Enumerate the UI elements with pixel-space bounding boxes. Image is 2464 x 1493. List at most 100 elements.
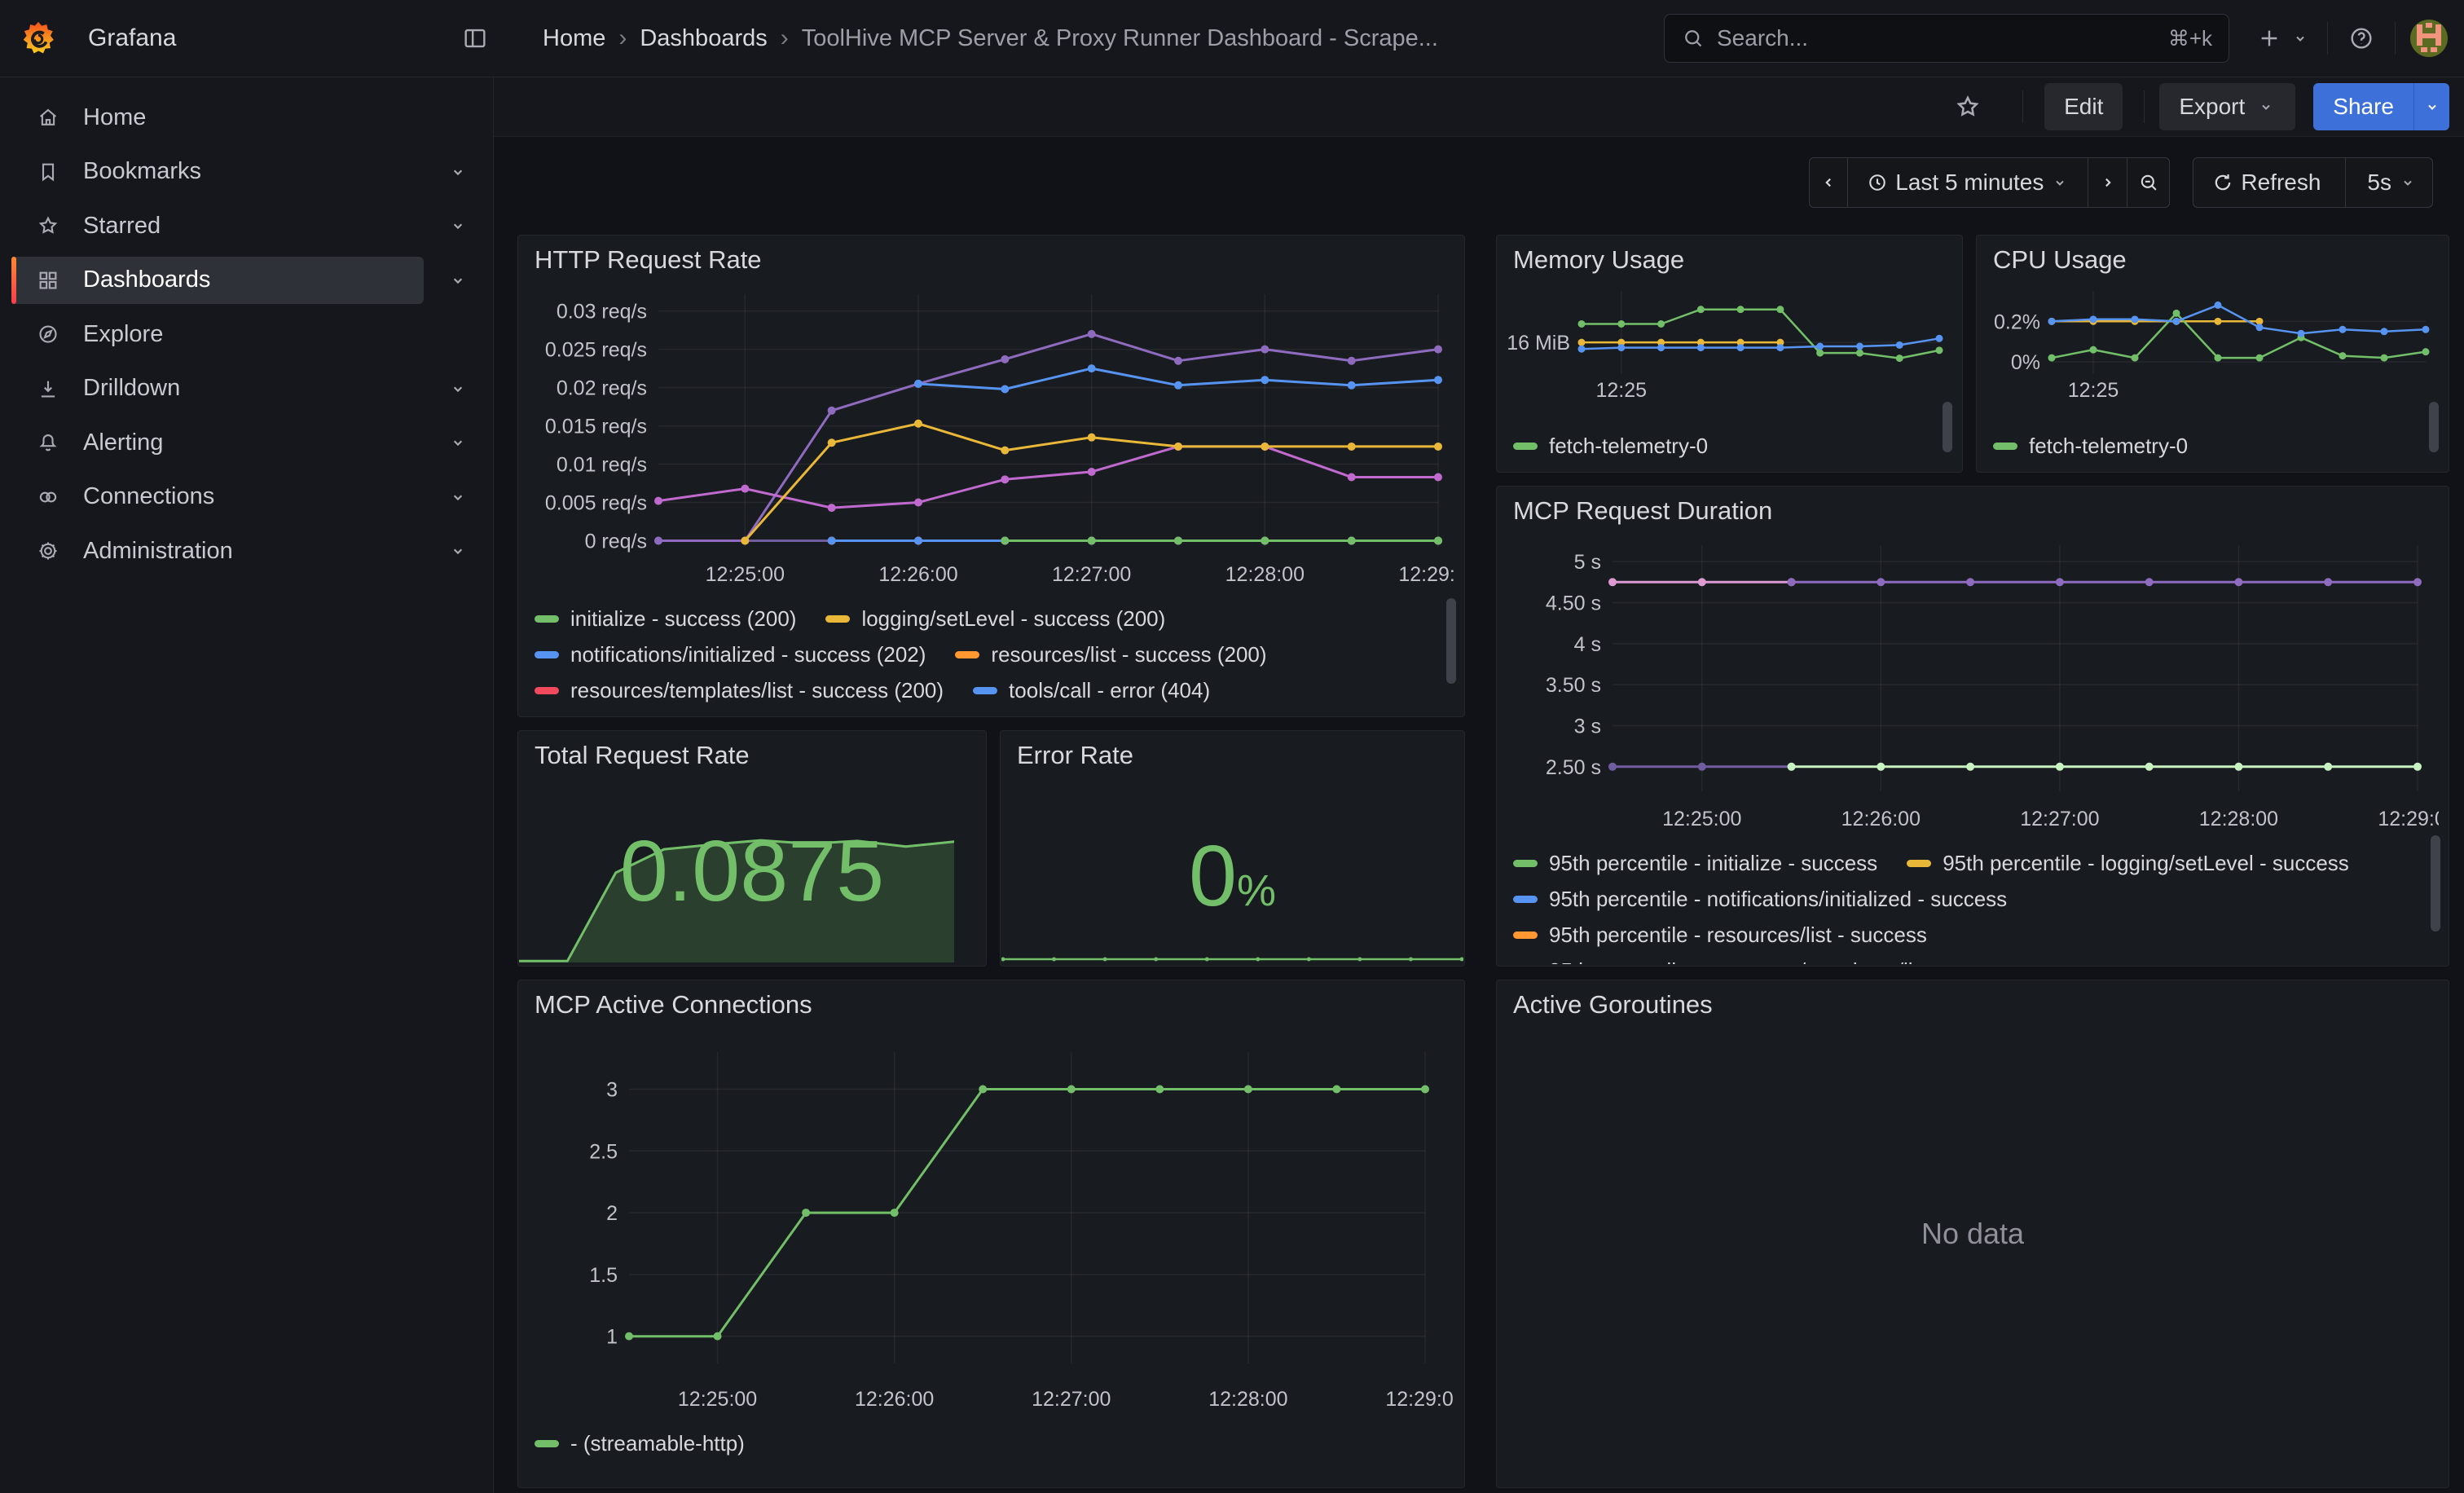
panel-title[interactable]: CPU Usage	[1993, 245, 2127, 275]
legend-item[interactable]: logging/setLevel - success (200)	[825, 606, 1165, 632]
panel-error-rate: Error Rate 0%	[1000, 730, 1465, 967]
user-avatar[interactable]	[2410, 20, 2448, 57]
legend-item[interactable]: resources/list - success (200)	[955, 642, 1266, 667]
sidebar-item-dashboards[interactable]: Dashboards	[11, 257, 424, 304]
question-circle-icon	[2347, 24, 2375, 52]
sidebar-item-alerting[interactable]: Alerting	[11, 419, 424, 466]
panel-title[interactable]: HTTP Request Rate	[535, 245, 762, 275]
chevron-down-icon	[447, 432, 469, 453]
panel-title[interactable]: Error Rate	[1017, 741, 1133, 770]
legend-item[interactable]: resources/templates/list - success (200)	[535, 678, 944, 703]
error-rate-value: 0%	[1001, 827, 1464, 926]
panel-http-request-rate: HTTP Request Rate 0 req/s0.005 req/s0.01…	[517, 235, 1465, 717]
legend-item[interactable]: - (streamable-http)	[535, 1431, 745, 1456]
sidebar-expand-chevron[interactable]	[443, 428, 473, 457]
svg-text:2: 2	[606, 1202, 618, 1225]
sidebar-expand-chevron[interactable]	[443, 536, 473, 566]
dock-menu-icon[interactable]	[456, 20, 494, 57]
sidebar-item-explore[interactable]: Explore	[11, 310, 424, 358]
legend-item[interactable]: 95th percentile - notifications/initiali…	[1513, 887, 2007, 912]
cpu-usage-chart[interactable]: 0.2%0%12:25	[1983, 283, 2439, 407]
sidebar-item-connections[interactable]: Connections	[11, 473, 424, 521]
export-button[interactable]: Export	[2159, 83, 2295, 130]
edit-button[interactable]: Edit	[2044, 83, 2123, 130]
share-options-chevron[interactable]	[2413, 83, 2449, 130]
legend-color-chip	[825, 615, 850, 623]
legend-item[interactable]: 95th percentile - initialize - success	[1513, 851, 1877, 876]
star-icon	[1953, 92, 1982, 121]
legend-item[interactable]: notifications/initialized - success (202…	[535, 642, 926, 667]
sidebar-item-administration[interactable]: Administration	[11, 527, 424, 575]
favorite-star-button[interactable]	[1949, 88, 1987, 126]
time-range-picker[interactable]: Last 5 minutes	[1848, 157, 2088, 208]
legend-scrollbar[interactable]	[2431, 835, 2440, 931]
panel-title[interactable]: MCP Active Connections	[535, 990, 812, 1020]
mcp-active-connections-chart[interactable]: 32.521.5112:25:0012:26:0012:27:0012:28:0…	[531, 1033, 1453, 1416]
legend-item[interactable]: initialize - success (200)	[535, 606, 796, 632]
add-new-chevron[interactable]	[2288, 20, 2312, 57]
help-button[interactable]	[2343, 20, 2380, 57]
sidebar-item-home[interactable]: Home	[11, 94, 424, 141]
legend-scrollbar[interactable]	[2429, 402, 2439, 452]
legend-item[interactable]: 95th percentile - resources/list - succe…	[1513, 923, 1927, 948]
time-shift-back-button[interactable]	[1809, 157, 1848, 208]
nav-sidebar: Home Bookmarks Starred Dashboards Explore Dri…	[0, 77, 494, 1493]
svg-text:0.2%: 0.2%	[1994, 310, 2040, 333]
search-input[interactable]: Search... ⌘+k	[1664, 14, 2229, 63]
refresh-interval-picker[interactable]: 5s	[2346, 157, 2433, 208]
svg-text:0.015 req/s: 0.015 req/s	[545, 416, 647, 438]
legend-item[interactable]: fetch-telemetry-0	[1513, 434, 1708, 459]
sidebar-item-starred[interactable]: Starred	[11, 202, 424, 249]
legend-item[interactable]: tools/call - error (404)	[973, 678, 1210, 703]
panel-title[interactable]: Memory Usage	[1513, 245, 1684, 275]
svg-text:3 s: 3 s	[1574, 715, 1601, 738]
panel-title[interactable]: Total Request Rate	[535, 741, 750, 770]
svg-text:12:25: 12:25	[1595, 379, 1647, 402]
dashboard-toolbar: Edit Export Share	[494, 77, 2464, 137]
svg-text:0.02 req/s: 0.02 req/s	[557, 377, 647, 400]
svg-text:12:26:00: 12:26:00	[855, 1388, 934, 1411]
home-icon	[36, 105, 60, 130]
sidebar-item-label: Dashboards	[83, 266, 424, 293]
legend-item[interactable]: fetch-telemetry-0	[1993, 434, 2188, 459]
sidebar-item-drilldown[interactable]: Drilldown	[11, 365, 424, 412]
divider	[2327, 22, 2328, 55]
clock-icon	[1866, 171, 1889, 194]
panel-memory-usage: Memory Usage 16 MiB 12:25 fetch-telemetry…	[1496, 235, 1963, 473]
chevron-down-icon	[2422, 97, 2442, 117]
legend-color-chip	[535, 1440, 559, 1447]
breadcrumb-dashboards[interactable]: Dashboards	[640, 25, 767, 52]
grafana-app: Grafana Home › Dashboards › ToolHive MCP…	[0, 0, 2464, 1493]
add-new-button[interactable]	[2251, 20, 2288, 57]
sidebar-item-label: Connections	[83, 483, 424, 510]
svg-text:12:29:00: 12:29:00	[2378, 808, 2439, 830]
panel-cpu-usage: CPU Usage 0.2%0%12:25 fetch-telemetry-0	[1976, 235, 2449, 473]
sidebar-expand-chevron[interactable]	[443, 374, 473, 403]
http-request-rate-chart[interactable]: 0 req/s0.005 req/s0.01 req/s0.015 req/s0…	[530, 281, 1454, 591]
legend-item[interactable]: 95th percentile - logging/setLevel - suc…	[1907, 851, 2349, 876]
share-button[interactable]: Share	[2313, 83, 2413, 130]
svg-text:12:27:00: 12:27:00	[1052, 563, 1131, 586]
sidebar-item-label: Alerting	[83, 429, 424, 456]
grafana-logo-icon[interactable]	[20, 20, 57, 57]
legend-color-chip	[535, 615, 559, 623]
sidebar-expand-chevron[interactable]	[443, 211, 473, 240]
svg-text:12:26:00: 12:26:00	[1841, 808, 1921, 830]
mcp-request-duration-chart[interactable]: 5 s4.50 s4 s3.50 s3 s2.50 s12:25:0012:26…	[1508, 532, 2439, 835]
legend-item[interactable]: 95th percentile - resources/templates/li…	[1513, 958, 2025, 965]
svg-text:16 MiB: 16 MiB	[1507, 332, 1570, 355]
sidebar-item-bookmarks[interactable]: Bookmarks	[11, 148, 424, 196]
legend-scrollbar[interactable]	[1446, 598, 1456, 684]
refresh-button[interactable]: Refresh	[2193, 157, 2346, 208]
svg-text:12:26:00: 12:26:00	[878, 563, 957, 586]
memory-usage-chart[interactable]: 16 MiB 12:25	[1503, 283, 1952, 407]
time-shift-forward-button[interactable]	[2088, 157, 2127, 208]
zoom-out-button[interactable]	[2127, 157, 2170, 208]
sidebar-expand-chevron[interactable]	[443, 157, 473, 187]
divider	[2022, 90, 2023, 123]
breadcrumb-home[interactable]: Home	[543, 25, 605, 52]
panel-title[interactable]: MCP Request Duration	[1513, 496, 1772, 526]
legend-scrollbar[interactable]	[1943, 402, 1952, 452]
sidebar-expand-chevron[interactable]	[443, 266, 473, 295]
sidebar-expand-chevron[interactable]	[443, 482, 473, 512]
